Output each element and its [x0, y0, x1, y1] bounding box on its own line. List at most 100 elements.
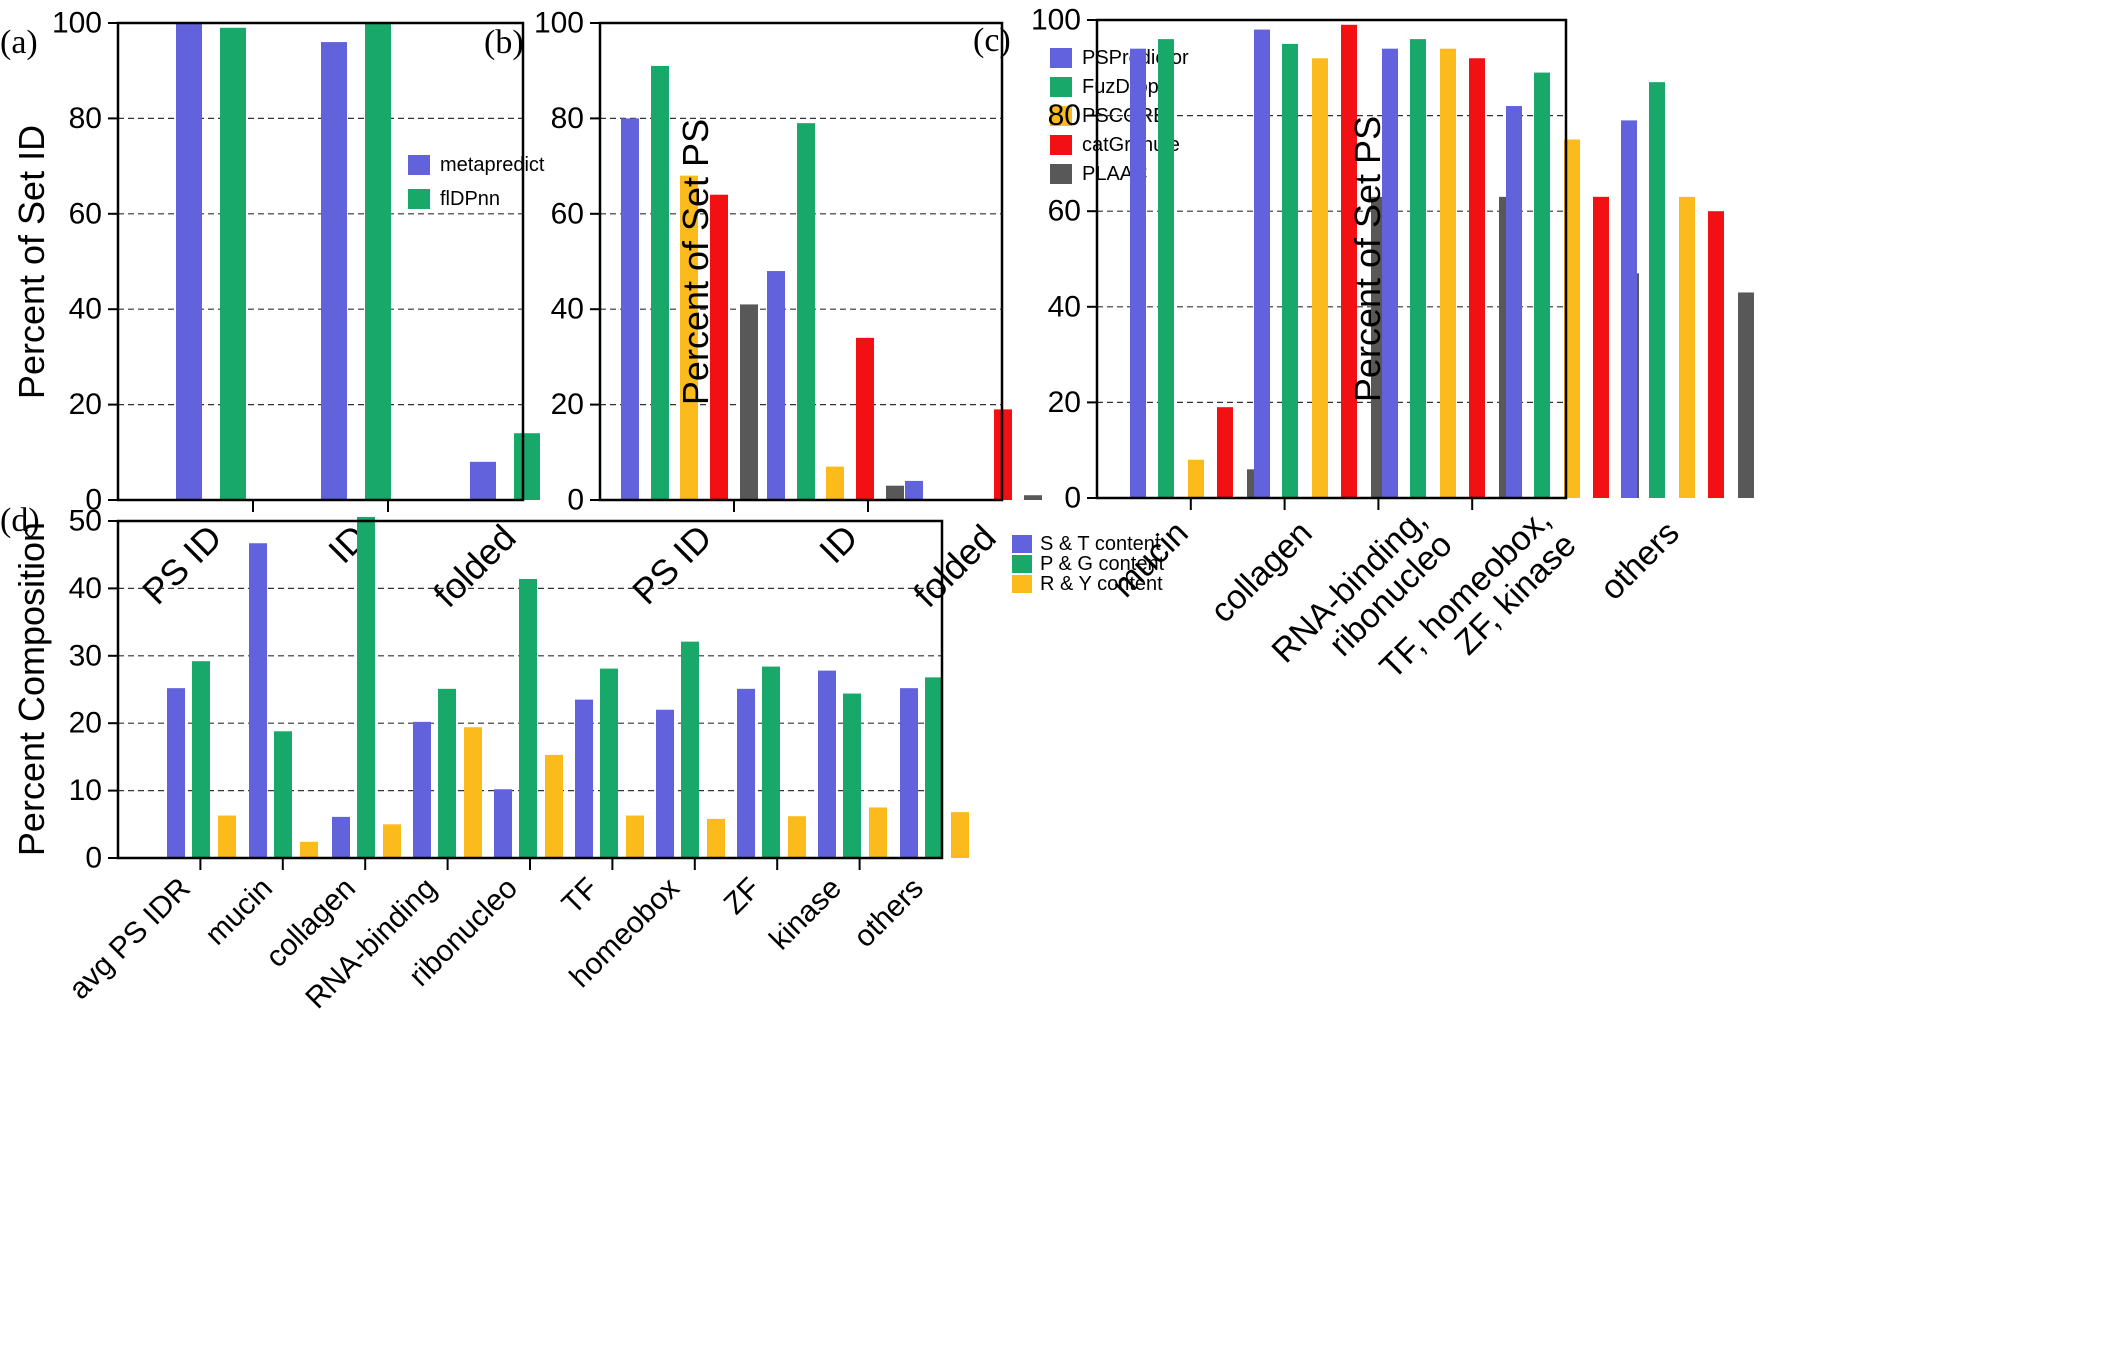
- bar-catgranule-2: [1469, 58, 1485, 499]
- bar-r-y-content-9: [951, 812, 969, 858]
- bar-r-y-content-1: [300, 841, 318, 858]
- x-tick-label: TF: [556, 872, 605, 921]
- legend-label: S & T content: [1040, 533, 1161, 555]
- bar-metapredict-0: [176, 23, 202, 500]
- y-tick-label: 20: [551, 388, 584, 421]
- y-tick-label: 0: [567, 484, 584, 517]
- legend-swatch: [1050, 135, 1072, 155]
- bar-r-y-content-2: [383, 824, 401, 858]
- legend-swatch: [1012, 575, 1032, 593]
- legend-label: metapredict: [440, 154, 545, 176]
- bar-s-t-content-0: [167, 688, 185, 858]
- y-tick-label: 50: [69, 505, 102, 538]
- bar-s-t-content-4: [494, 789, 512, 858]
- bar-catgranule-0: [1217, 407, 1233, 498]
- bar-p-g-content-0: [192, 661, 210, 858]
- bar-metapredict-1: [321, 42, 347, 500]
- y-axis-title: Percent of Set ID: [11, 125, 52, 399]
- bar-fuzdrop-1: [797, 123, 815, 501]
- bar-pscore-1: [826, 466, 844, 500]
- bar-pspredictor-0: [1130, 48, 1146, 499]
- bar-catgranule-1: [1341, 24, 1357, 499]
- bar-r-y-content-3: [464, 727, 482, 858]
- y-tick-label: 80: [1048, 99, 1081, 132]
- bar-catgranule-4: [1708, 211, 1724, 498]
- plot-frame: [598, 21, 1004, 502]
- plot-frame: [1095, 18, 1568, 500]
- bar-p-g-content-3: [438, 688, 456, 858]
- bar-p-g-content-5: [600, 668, 618, 858]
- bar-r-y-content-8: [869, 807, 887, 858]
- bar-r-y-content-6: [707, 818, 725, 858]
- y-tick-label: 40: [69, 572, 102, 605]
- bar-catgranule-0: [710, 194, 728, 500]
- bar-s-t-content-1: [249, 543, 267, 858]
- x-tick-label: mucin: [199, 872, 279, 952]
- bar-plaac-0: [740, 304, 758, 500]
- legend-swatch: [1050, 164, 1072, 184]
- x-tick-label: others: [848, 872, 930, 954]
- y-tick-label: 100: [1031, 4, 1081, 37]
- legend-label: FuzDrop: [1082, 76, 1159, 98]
- x-tick-label: folded: [425, 517, 523, 615]
- legend-swatch: [1012, 555, 1032, 573]
- x-tick-label: folded: [905, 517, 1003, 615]
- y-tick-label: 60: [69, 197, 102, 230]
- bar-pspredictor-1: [767, 271, 785, 500]
- bar-s-t-content-8: [818, 670, 836, 858]
- bar-plaac-1: [886, 485, 904, 500]
- bar-plaac-4: [1738, 292, 1754, 498]
- bar-p-g-content-6: [681, 641, 699, 858]
- y-tick-label: 20: [69, 707, 102, 740]
- x-tick-label: kinase: [763, 872, 848, 957]
- panel-letter: (c): [973, 22, 1011, 59]
- x-tick-label: ID: [811, 517, 865, 571]
- y-tick-label: 30: [69, 639, 102, 672]
- bar-fuzdrop-0: [1158, 39, 1174, 499]
- y-tick-label: 40: [1048, 290, 1081, 323]
- y-tick-label: 100: [534, 7, 584, 40]
- legend-label: flDPnn: [440, 188, 500, 210]
- x-tick-label: PS ID: [134, 517, 229, 612]
- bar-pscore-0: [1188, 459, 1204, 498]
- bar-plaac-2: [1024, 495, 1042, 500]
- bar-p-g-content-2: [357, 516, 375, 858]
- panel-letter: (b): [484, 24, 524, 61]
- y-tick-label: 0: [85, 842, 102, 875]
- bar-pspredictor-4: [1621, 120, 1637, 498]
- y-tick-label: 80: [69, 102, 102, 135]
- bar-metapredict-2: [470, 461, 496, 500]
- y-tick-label: 40: [551, 293, 584, 326]
- bar-s-t-content-7: [737, 688, 755, 858]
- x-tick-label: avg PS IDR: [63, 872, 197, 1006]
- legend-swatch: [1050, 48, 1072, 68]
- panel-1: (b) 0 20 40 60 80 100 Percent of Set PS PS ID ID f…: [484, 7, 1189, 616]
- bar-pspredictor-2: [905, 480, 923, 500]
- bar-p-g-content-8: [843, 693, 861, 858]
- bar-p-g-content-7: [762, 666, 780, 858]
- y-tick-label: 20: [69, 388, 102, 421]
- bar-pscore-4: [1679, 196, 1695, 499]
- bar-p-g-content-9: [925, 677, 943, 858]
- bar-fldpnn-2: [514, 433, 540, 500]
- bar-fuzdrop-2: [1410, 39, 1426, 499]
- bar-pspredictor-3: [1506, 106, 1522, 498]
- bar-pscore-0: [680, 175, 698, 500]
- legend-label: P & G content: [1040, 553, 1165, 575]
- y-tick-label: 100: [52, 7, 102, 40]
- bar-s-t-content-6: [656, 709, 674, 858]
- y-axis-title: Percent Composition: [11, 522, 52, 856]
- legend-swatch: [1050, 106, 1072, 126]
- y-tick-label: 60: [1048, 195, 1081, 228]
- bar-pscore-2: [1440, 48, 1456, 499]
- bar-pscore-3: [1564, 139, 1580, 498]
- y-tick-label: 20: [1048, 386, 1081, 419]
- bar-fuzdrop-3: [1534, 72, 1550, 498]
- bar-fuzdrop-4: [1649, 82, 1665, 498]
- bar-r-y-content-4: [545, 754, 563, 858]
- x-tick-label: PS ID: [624, 517, 719, 612]
- x-tick-label: others: [1593, 514, 1687, 608]
- y-axis-title: Percent of Set PS: [1347, 116, 1388, 402]
